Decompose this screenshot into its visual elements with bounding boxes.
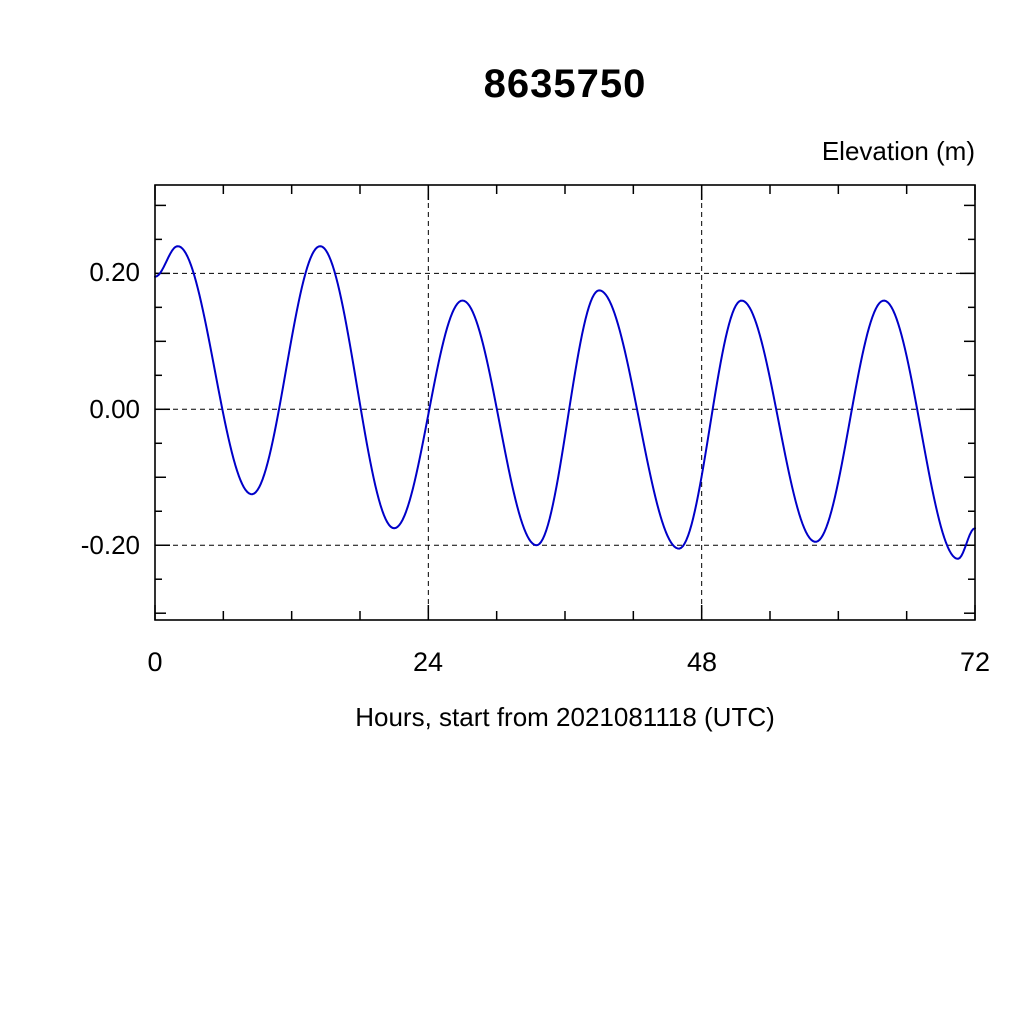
y-tick-label-020: 0.20 — [89, 257, 140, 287]
y-axis-title: Elevation (m) — [821, 136, 975, 166]
x-tick-label-0: 0 — [147, 647, 163, 677]
y-tick-label-neg020: -0.20 — [80, 530, 140, 560]
x-tick-label-24: 24 — [412, 647, 444, 677]
x-axis-title: Hours, start from 2021081118 (UTC) — [355, 702, 775, 732]
y-tick-label-000: 0.00 — [89, 394, 140, 424]
tide-curve — [154, 245, 976, 560]
x-tick-label-72: 72 — [959, 647, 991, 677]
x-tick-label-48: 48 — [686, 647, 718, 677]
chart-title-station-id: 8635750 — [483, 62, 647, 106]
